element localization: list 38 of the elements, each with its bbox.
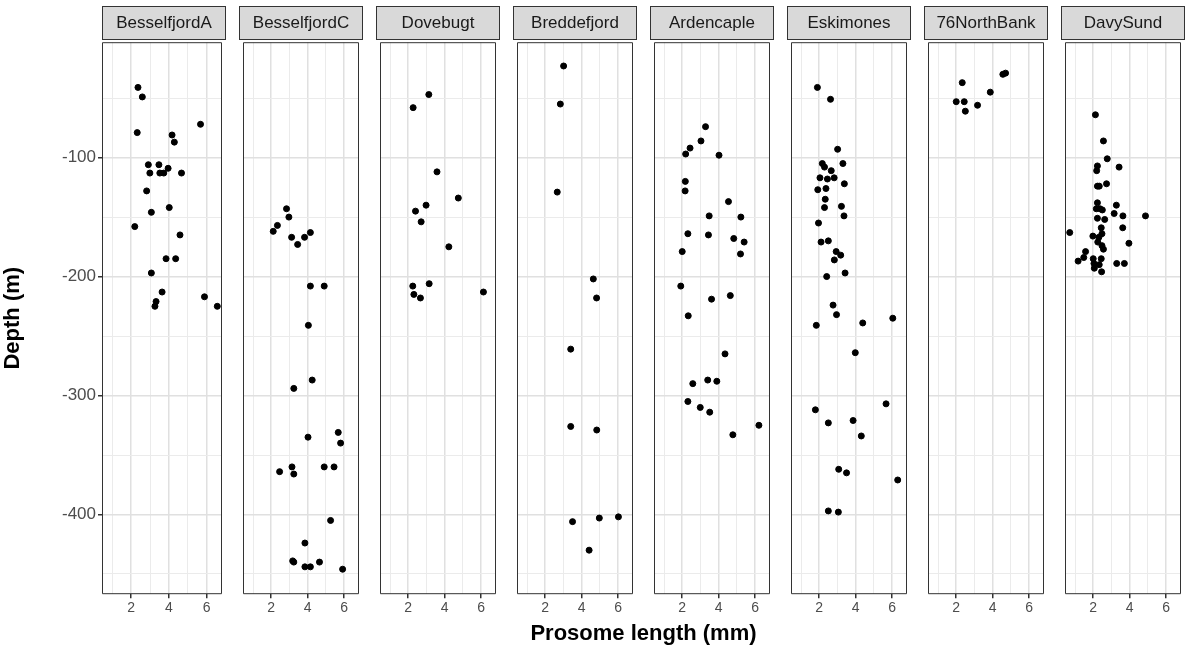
- x-tick-label: 6: [888, 599, 897, 616]
- chart-title: Ardencaple: [650, 6, 774, 40]
- x-tick-label: 4: [988, 599, 997, 616]
- chart-title: BesselfjordA: [102, 6, 226, 40]
- x-tick-label: 4: [440, 599, 449, 616]
- x-tick-label: 6: [1025, 599, 1034, 616]
- x-tick-label: 2: [952, 599, 961, 616]
- y-tick-label: -400: [61, 503, 96, 523]
- x-tick-label: 2: [127, 599, 136, 616]
- y-tick-label: -200: [61, 266, 96, 286]
- chart-title: Eskimones: [787, 6, 911, 40]
- x-tick-label: 2: [815, 599, 824, 616]
- x-tick-label: 6: [751, 599, 760, 616]
- x-tick-label: 2: [541, 599, 550, 616]
- x-tick-label: 4: [303, 599, 312, 616]
- x-tick-label: 6: [614, 599, 623, 616]
- y-axis-title: Depth (m): [0, 266, 25, 370]
- x-tick-label: 4: [1125, 599, 1134, 616]
- x-tick-label: 4: [714, 599, 723, 616]
- x-tick-label: 2: [267, 599, 276, 616]
- x-tick-label: 4: [164, 599, 173, 616]
- x-tick-label: 2: [404, 599, 413, 616]
- chart-title: Dovebugt: [376, 6, 500, 40]
- y-tick-label: -100: [61, 147, 96, 167]
- chart-title: BesselfjordC: [239, 6, 363, 40]
- x-tick-label: 6: [340, 599, 349, 616]
- chart-title: DavySund: [1061, 6, 1185, 40]
- chart-title: Breddefjord: [513, 6, 637, 40]
- x-tick-label: 6: [477, 599, 486, 616]
- x-tick-label: 6: [202, 599, 211, 616]
- chart-title: 76NorthBank: [924, 6, 1048, 40]
- x-tick-label: 4: [851, 599, 860, 616]
- x-tick-label: 4: [577, 599, 586, 616]
- x-axis-title: Prosome length (mm): [529, 620, 758, 646]
- x-tick-label: 2: [678, 599, 687, 616]
- x-tick-label: 2: [1089, 599, 1098, 616]
- y-tick-label: -300: [61, 385, 96, 405]
- x-tick-label: 6: [1162, 599, 1171, 616]
